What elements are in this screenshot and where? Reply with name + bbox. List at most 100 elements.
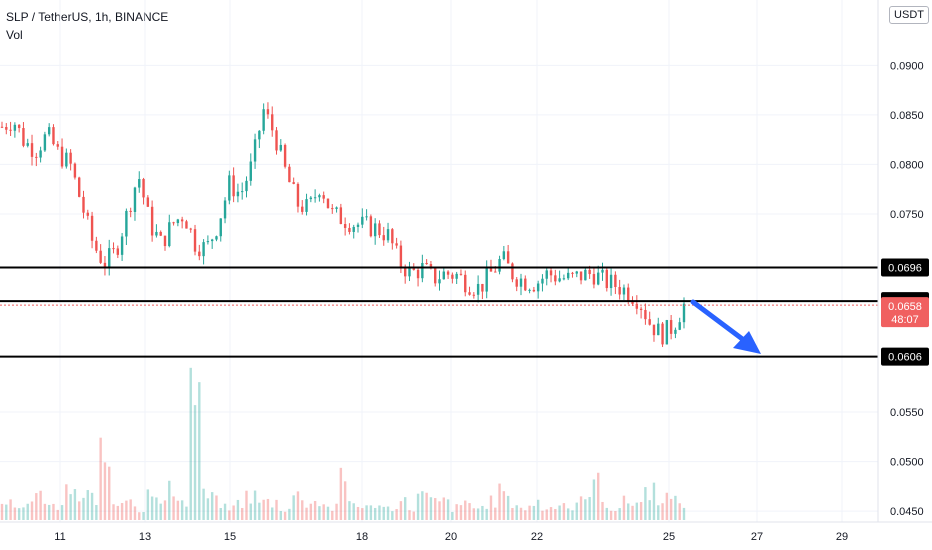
volume-bar: [331, 510, 334, 520]
currency-button[interactable]: USDT: [889, 6, 929, 24]
current-price-tag: [881, 297, 929, 328]
x-tick-label: 20: [445, 531, 457, 543]
candle-body: [17, 124, 21, 129]
candle-body: [403, 267, 407, 277]
volume-bar: [198, 382, 201, 520]
candle-body: [236, 191, 240, 197]
volume-bar: [202, 488, 205, 520]
volume-bar: [378, 505, 381, 520]
candle-body: [519, 278, 523, 287]
volume-bar: [657, 505, 660, 520]
candle-body: [631, 300, 634, 304]
candle-body: [429, 264, 433, 268]
candle-body: [369, 216, 373, 237]
candle-body: [172, 222, 175, 224]
volume-bar: [566, 508, 570, 520]
candle-body: [498, 259, 501, 272]
candle-body: [494, 271, 497, 273]
volume-bar: [180, 500, 184, 520]
volume-bar: [489, 495, 493, 520]
candle-body: [562, 278, 566, 280]
candle-body: [288, 166, 291, 183]
volume-bar: [82, 497, 85, 520]
candle-body: [249, 161, 252, 181]
volume-bar: [408, 510, 411, 520]
volume-bar: [120, 503, 124, 520]
volume-bar: [584, 499, 587, 520]
volume-bar: [43, 503, 47, 520]
candle-body: [648, 319, 651, 325]
volume-bar: [549, 507, 553, 520]
volume-bar: [356, 506, 360, 520]
volume-bar: [108, 466, 111, 520]
volume-bar: [78, 501, 81, 520]
y-tick-label: 0.0750: [890, 209, 924, 221]
volume-bar: [313, 500, 317, 520]
volume-bar: [373, 507, 377, 520]
candle-body: [382, 235, 385, 241]
candle-body: [339, 207, 343, 225]
volume-bar: [451, 511, 454, 520]
candle-body: [30, 143, 34, 157]
volume-bar: [674, 495, 677, 520]
candle-body: [95, 240, 98, 251]
volume-bar: [597, 472, 600, 520]
candle-body: [133, 187, 137, 212]
candle-body: [378, 223, 381, 236]
candle-body: [309, 197, 313, 200]
candle-body: [90, 215, 94, 241]
candle-body: [223, 200, 227, 219]
candle-body: [210, 239, 214, 242]
candle-body: [386, 229, 390, 241]
volume-bar: [292, 495, 295, 520]
candle-body: [485, 267, 488, 292]
candle-body: [142, 179, 145, 198]
candlestick-series: [0, 102, 686, 348]
candle-body: [0, 126, 4, 128]
x-tick-label: 25: [663, 531, 675, 543]
candle-body: [361, 216, 364, 225]
candle-body: [26, 143, 29, 146]
volume-bar: [339, 467, 343, 520]
volume-bar: [47, 504, 51, 520]
volume-bar: [532, 505, 536, 520]
volume-label: Vol: [6, 28, 23, 42]
candle-body: [279, 144, 283, 151]
candle-body: [185, 221, 188, 229]
volume-bar: [0, 503, 4, 520]
candle-body: [331, 208, 334, 210]
candle-body: [571, 272, 574, 274]
candle-body: [511, 263, 514, 280]
candle-body: [82, 196, 85, 213]
candle-body: [579, 271, 583, 281]
volume-bar: [322, 504, 325, 520]
candle-body: [245, 180, 248, 192]
candle-body: [609, 274, 613, 289]
candle-body: [155, 231, 158, 236]
candle-body: [159, 231, 162, 236]
volume-bar: [326, 506, 330, 520]
candle-body: [678, 322, 681, 330]
volume-bar: [150, 496, 154, 520]
volume-bar: [579, 496, 583, 520]
volume-bar: [661, 503, 664, 520]
candle-body: [22, 128, 25, 146]
candle-body: [618, 286, 621, 295]
candle-body: [661, 323, 664, 345]
candle-body: [652, 324, 656, 336]
volume-bar: [159, 503, 162, 520]
x-tick-label: 13: [139, 531, 151, 543]
candle-body: [202, 242, 205, 257]
volume-bar: [472, 508, 476, 520]
candle-body: [592, 274, 596, 285]
volume-bar: [416, 493, 420, 520]
volume-bar: [30, 501, 34, 520]
candle-body: [541, 278, 544, 284]
volume-bar: [17, 508, 21, 520]
volume-bar: [133, 506, 137, 520]
x-tick-label: 15: [224, 531, 236, 543]
volume-bar: [455, 504, 458, 520]
candle-body: [275, 130, 278, 151]
volume-bar: [249, 503, 252, 520]
